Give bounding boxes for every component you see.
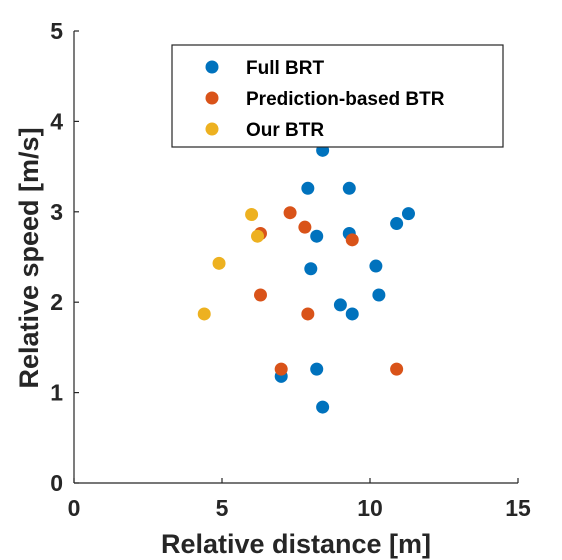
data-point-full-brt — [301, 181, 315, 195]
legend-marker-our-btr — [205, 122, 219, 136]
data-point-prediction-based-btr — [390, 362, 404, 376]
x-axis-ticks: 0 5 10 15 — [68, 478, 531, 521]
data-point-prediction-based-btr — [274, 362, 288, 376]
data-point-full-brt — [369, 259, 383, 273]
x-axis-label: Relative distance [m] — [161, 529, 431, 559]
y-tick-label: 1 — [50, 380, 63, 406]
data-point-our-btr — [212, 256, 226, 270]
legend-box — [171, 44, 504, 148]
data-point-full-brt — [316, 400, 330, 414]
data-point-prediction-based-btr — [345, 233, 359, 247]
y-tick-label: 5 — [50, 18, 63, 44]
data-point-our-btr — [197, 307, 211, 321]
y-axis-label: Relative speed [m/s] — [14, 127, 44, 388]
data-point-our-btr — [251, 229, 265, 243]
legend-label-prediction-based-btr: Prediction-based BTR — [246, 89, 445, 110]
data-point-prediction-based-btr — [298, 220, 312, 234]
data-point-prediction-based-btr — [253, 288, 267, 302]
y-tick-label: 3 — [50, 199, 63, 225]
data-point-full-brt — [310, 362, 324, 376]
data-point-full-brt — [333, 298, 347, 312]
x-tick-label: 0 — [68, 495, 81, 521]
legend-marker-full-brt — [205, 60, 219, 74]
data-point-our-btr — [245, 208, 259, 222]
data-point-full-brt — [310, 229, 324, 243]
data-point-full-brt — [390, 217, 404, 231]
y-axis-ticks: 0 1 2 3 4 5 — [50, 18, 79, 496]
legend-marker-prediction-based-btr — [205, 91, 219, 105]
x-tick-label: 10 — [357, 495, 383, 521]
data-point-full-brt — [342, 181, 356, 195]
data-point-full-brt — [372, 288, 386, 302]
y-tick-label: 0 — [50, 470, 63, 496]
y-tick-label: 4 — [50, 108, 63, 134]
x-tick-label: 15 — [505, 495, 531, 521]
y-tick-label: 2 — [50, 289, 63, 315]
data-point-prediction-based-btr — [283, 206, 297, 220]
plot-area — [73, 31, 518, 484]
data-point-full-brt — [401, 207, 415, 221]
legend-label-our-btr: Our BTR — [246, 120, 324, 141]
data-markers — [197, 143, 415, 414]
legend-label-full-brt: Full BRT — [246, 58, 324, 79]
data-point-full-brt — [304, 262, 318, 276]
data-point-full-brt — [345, 307, 359, 321]
data-point-prediction-based-btr — [301, 307, 315, 321]
legend: Full BRT Prediction-based BTR Our BTR — [171, 44, 504, 148]
x-tick-label: 5 — [216, 495, 229, 521]
